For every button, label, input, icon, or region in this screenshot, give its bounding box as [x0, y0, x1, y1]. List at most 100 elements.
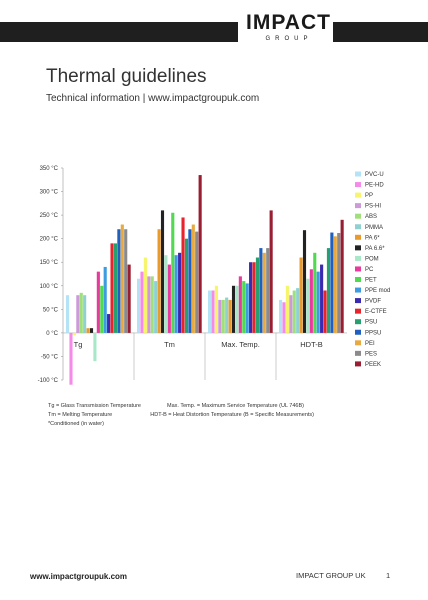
bar: [214, 285, 218, 333]
legend-swatch: [355, 298, 361, 304]
note-max-temp: Max. Temp. = Maximum Service Temperature…: [166, 403, 304, 409]
bar: [198, 175, 202, 333]
bar: [174, 255, 178, 333]
bar: [167, 264, 171, 333]
bar: [292, 290, 296, 333]
bar: [157, 229, 161, 333]
bar: [228, 299, 232, 333]
bar: [252, 262, 256, 333]
footer-url[interactable]: www.impactgroupuk.com: [30, 572, 128, 581]
bar: [137, 278, 141, 333]
category-label: Tg: [74, 340, 83, 349]
bar: [259, 248, 263, 333]
legend-swatch: [355, 245, 361, 251]
brand-logo: IMPACT GROUP: [246, 12, 330, 43]
legend-swatch: [355, 340, 361, 346]
legend-label: POM: [365, 256, 379, 262]
bar: [245, 283, 249, 333]
bar: [340, 219, 344, 333]
y-tick-label: 0 °C: [46, 331, 58, 337]
legend-label: PET: [365, 278, 377, 284]
legend-label: PEI: [365, 341, 375, 347]
bar: [147, 276, 151, 333]
legend-swatch: [355, 350, 361, 356]
y-tick-label: -50 °C: [41, 354, 59, 360]
header-bar-left: [0, 22, 238, 42]
y-tick-label: 50 °C: [43, 307, 59, 313]
bar: [191, 224, 195, 333]
bar: [124, 229, 128, 333]
bar: [320, 264, 324, 333]
legend-label: PA 6*: [365, 235, 380, 241]
bar: [103, 266, 107, 333]
bar: [285, 285, 289, 333]
legend-label: E-CTFE: [365, 309, 387, 315]
y-tick-label: 300 °C: [40, 190, 59, 196]
y-tick-label: 100 °C: [40, 284, 59, 290]
header-bar-right: [333, 22, 428, 42]
legend-label: PPE mod: [365, 288, 390, 294]
legend-swatch: [355, 224, 361, 230]
page-number: 1: [386, 571, 391, 580]
bar: [83, 295, 87, 333]
legend-swatch: [355, 287, 361, 293]
legend-label: PE-HD: [365, 183, 384, 189]
bar: [89, 328, 94, 333]
bar: [296, 288, 300, 333]
bar: [160, 210, 165, 333]
legend-swatch: [355, 213, 361, 219]
bar: [107, 314, 111, 333]
bar: [127, 264, 131, 333]
bar: [76, 295, 80, 333]
legend-label: PSU: [365, 320, 377, 326]
legend-swatch: [355, 182, 361, 188]
page-title: Thermal guidelines: [46, 66, 207, 87]
bar: [231, 285, 236, 333]
legend-swatch: [355, 266, 361, 272]
y-tick-label: 150 °C: [40, 260, 59, 266]
bar: [333, 236, 337, 333]
bar: [66, 295, 70, 333]
brand-sub: GROUP: [265, 36, 313, 42]
y-tick-label: 200 °C: [40, 237, 59, 243]
bar: [279, 299, 283, 333]
bar: [289, 295, 293, 333]
note-hdt: HDT-B = Heat Distortion Temperature (B =…: [150, 412, 314, 418]
y-tick-label: -100 °C: [38, 378, 59, 384]
legend-swatch: [355, 361, 361, 367]
bar: [225, 297, 229, 333]
bar: [164, 255, 168, 333]
bar: [178, 252, 182, 333]
legend-swatch: [355, 192, 361, 198]
legend-label: PEEK: [365, 362, 381, 368]
bar: [238, 276, 242, 333]
bar: [100, 285, 104, 333]
thermal-chart: -100 °C -50 °C 0 °C 50 °C 100 °C 150 °C 200 °C…: [38, 166, 390, 385]
legend-swatch: [355, 255, 361, 261]
bar: [255, 257, 260, 333]
bar: [117, 229, 121, 333]
bar: [143, 257, 147, 333]
bar: [211, 290, 215, 333]
bar: [302, 230, 307, 333]
bar: [79, 292, 83, 333]
legend-swatch: [355, 308, 361, 314]
bar: [316, 271, 320, 333]
legend-swatch: [355, 277, 361, 282]
bar: [171, 212, 175, 333]
y-tick-label: 350 °C: [40, 166, 59, 172]
bar: [330, 232, 334, 333]
notes: Tg = Glass Transmission Temperature Max. …: [48, 402, 314, 429]
bar: [120, 224, 124, 333]
category-label: Max. Temp.: [221, 340, 260, 349]
note-tm: Tm = Melting Temperature: [48, 412, 113, 418]
bar: [323, 290, 327, 333]
legend-label: PMMA: [365, 225, 383, 231]
bar: [266, 248, 270, 333]
bar: [113, 243, 118, 333]
note-tg: Tg = Glass Transmission Temperature: [48, 403, 141, 409]
bar: [326, 248, 331, 333]
bar: [140, 271, 144, 333]
bar: [188, 229, 192, 333]
bar: [195, 231, 199, 333]
